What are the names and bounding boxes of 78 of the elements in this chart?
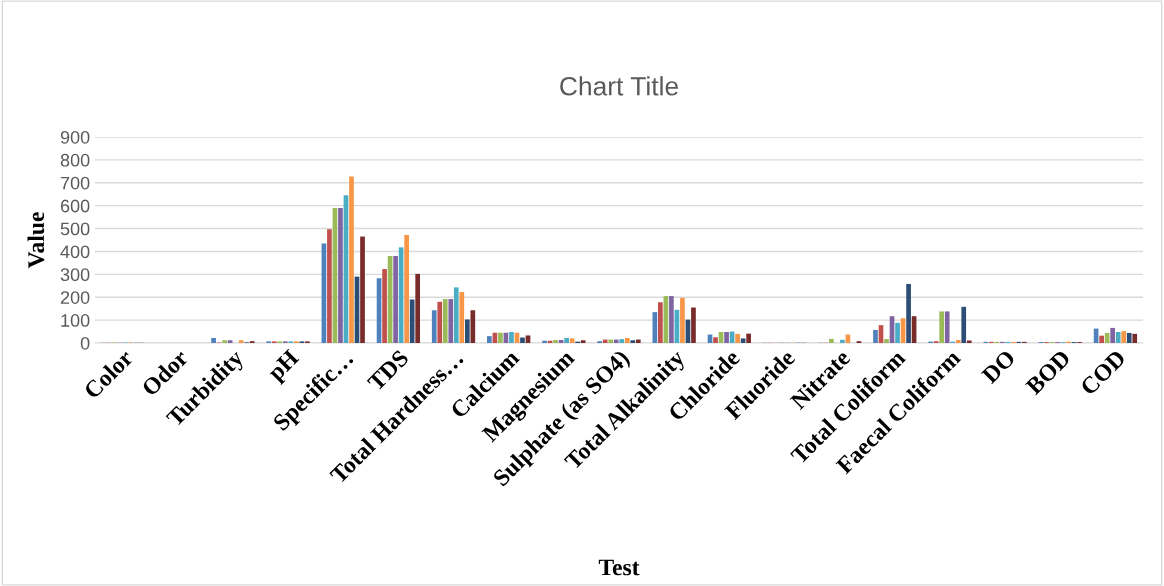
bar: [222, 340, 227, 343]
bar: [966, 340, 972, 343]
bar: [470, 310, 476, 343]
bar: [746, 333, 751, 343]
bar: [624, 337, 630, 343]
bar: [238, 340, 244, 343]
bar: [630, 340, 636, 343]
bar: [691, 307, 696, 343]
bar: [404, 234, 409, 343]
bar: [619, 339, 625, 343]
bar: [393, 256, 398, 343]
bar: [459, 291, 465, 343]
bar: [669, 296, 674, 343]
bar: [525, 335, 531, 343]
bar: [608, 339, 614, 343]
y-tick-label: 600: [60, 199, 90, 213]
bar: [453, 287, 459, 343]
bar: [382, 269, 387, 343]
bar: [961, 306, 967, 343]
bar: [553, 340, 558, 343]
chart-title: Chart Title: [560, 76, 678, 96]
bar: [569, 338, 575, 343]
bar: [840, 339, 845, 343]
y-axis-title: Value: [27, 212, 45, 269]
y-tick-label: 900: [60, 130, 90, 144]
y-tick-label: 700: [60, 176, 90, 190]
bar: [613, 339, 619, 343]
bar: [1126, 332, 1132, 343]
bar: [211, 337, 216, 343]
bar: [520, 337, 525, 343]
bar: [724, 332, 729, 343]
bar: [1132, 333, 1138, 343]
bar: [509, 332, 514, 343]
bar: [635, 339, 641, 343]
bar: [227, 340, 233, 343]
bar: [829, 338, 834, 343]
bar: [713, 337, 718, 343]
x-tick-label: DO: [980, 349, 1017, 385]
y-tick-label: 500: [60, 222, 90, 236]
bar: [431, 310, 437, 343]
bar: [349, 176, 354, 343]
bar: [658, 302, 663, 343]
bar: [895, 322, 900, 343]
bar: [944, 311, 950, 343]
bar: [564, 337, 569, 343]
bar: [906, 283, 911, 343]
bar: [415, 273, 421, 343]
bar: [1115, 332, 1121, 343]
y-tick-label: 800: [60, 153, 90, 167]
bar: [873, 329, 878, 343]
bar: [360, 236, 365, 343]
bar: [448, 299, 454, 343]
y-tick-label: 400: [60, 245, 90, 259]
bar: [735, 333, 740, 343]
bar: [602, 339, 608, 343]
bar: [1099, 335, 1104, 343]
bar: [437, 301, 443, 343]
bar: [680, 297, 685, 343]
bar: [487, 336, 492, 343]
bar: [939, 311, 945, 343]
bar: [327, 229, 332, 343]
bar: [442, 299, 448, 343]
bar: [409, 299, 415, 343]
y-tick-label: 100: [61, 314, 90, 327]
bar: [1110, 327, 1116, 343]
bar: [580, 340, 586, 343]
bar: [884, 339, 889, 343]
bar: [1121, 331, 1127, 343]
y-tick-label: 200: [60, 291, 90, 304]
bar: [464, 319, 470, 343]
bar: [740, 338, 746, 343]
y-tick-label: 300: [60, 268, 90, 282]
x-axis-title: Test: [598, 559, 640, 576]
bar: [338, 207, 343, 343]
y-tick-label: 0: [80, 336, 90, 350]
bar: [955, 340, 961, 343]
bar: [542, 340, 547, 343]
bar: [498, 332, 503, 343]
